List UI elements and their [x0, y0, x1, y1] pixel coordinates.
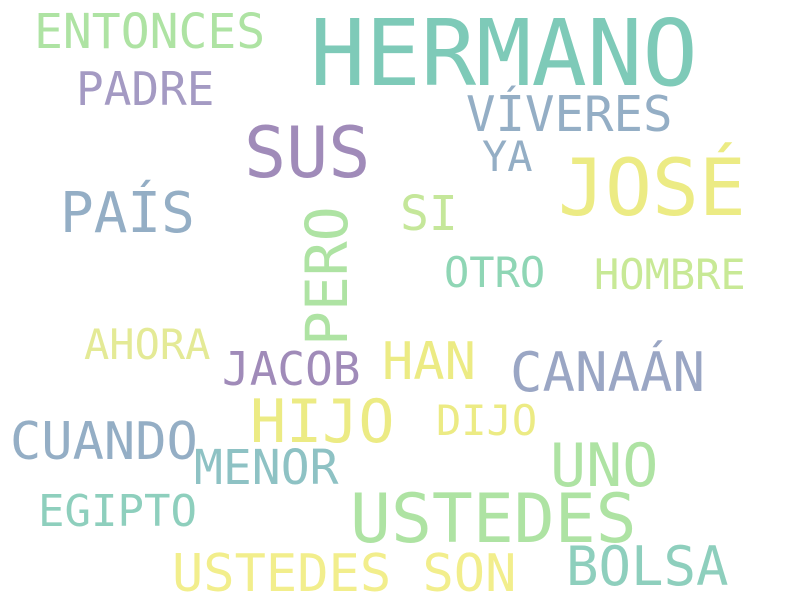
- word-cuando: CUANDO: [10, 412, 198, 472]
- word-egipto: EGIPTO: [38, 486, 197, 537]
- word-si: SI: [400, 186, 458, 242]
- word-padre: PADRE: [76, 62, 215, 116]
- word-bolsa: BOLSA: [566, 535, 729, 598]
- word-entonces: ENTONCES: [34, 4, 266, 60]
- word-ahora: AHORA: [84, 320, 211, 369]
- word-uno: UNO: [550, 431, 659, 501]
- word-hermano: HERMANO: [310, 0, 698, 107]
- word-ustedes-son: USTEDES SON: [172, 544, 517, 600]
- word-sus: SUS: [244, 112, 371, 194]
- word-menor: MENOR: [194, 440, 339, 496]
- word-hombre: HOMBRE: [594, 250, 746, 299]
- word-canaan: CANAÁN: [510, 341, 706, 404]
- word-pero: PERO: [293, 206, 361, 346]
- word-jose: JOSÉ: [558, 144, 746, 234]
- word-pais: PAÍS: [60, 181, 195, 246]
- word-hijo: HIJO: [250, 387, 395, 457]
- word-ustedes: USTEDES: [350, 480, 637, 559]
- word-otro: OTRO: [444, 248, 546, 297]
- word-jacob: JACOB: [222, 342, 361, 396]
- word-han: HAN: [382, 332, 476, 392]
- word-dijo: DIJO: [436, 396, 538, 445]
- word-viveres: VÍVERES: [466, 86, 673, 143]
- word-ya: YA: [482, 132, 533, 181]
